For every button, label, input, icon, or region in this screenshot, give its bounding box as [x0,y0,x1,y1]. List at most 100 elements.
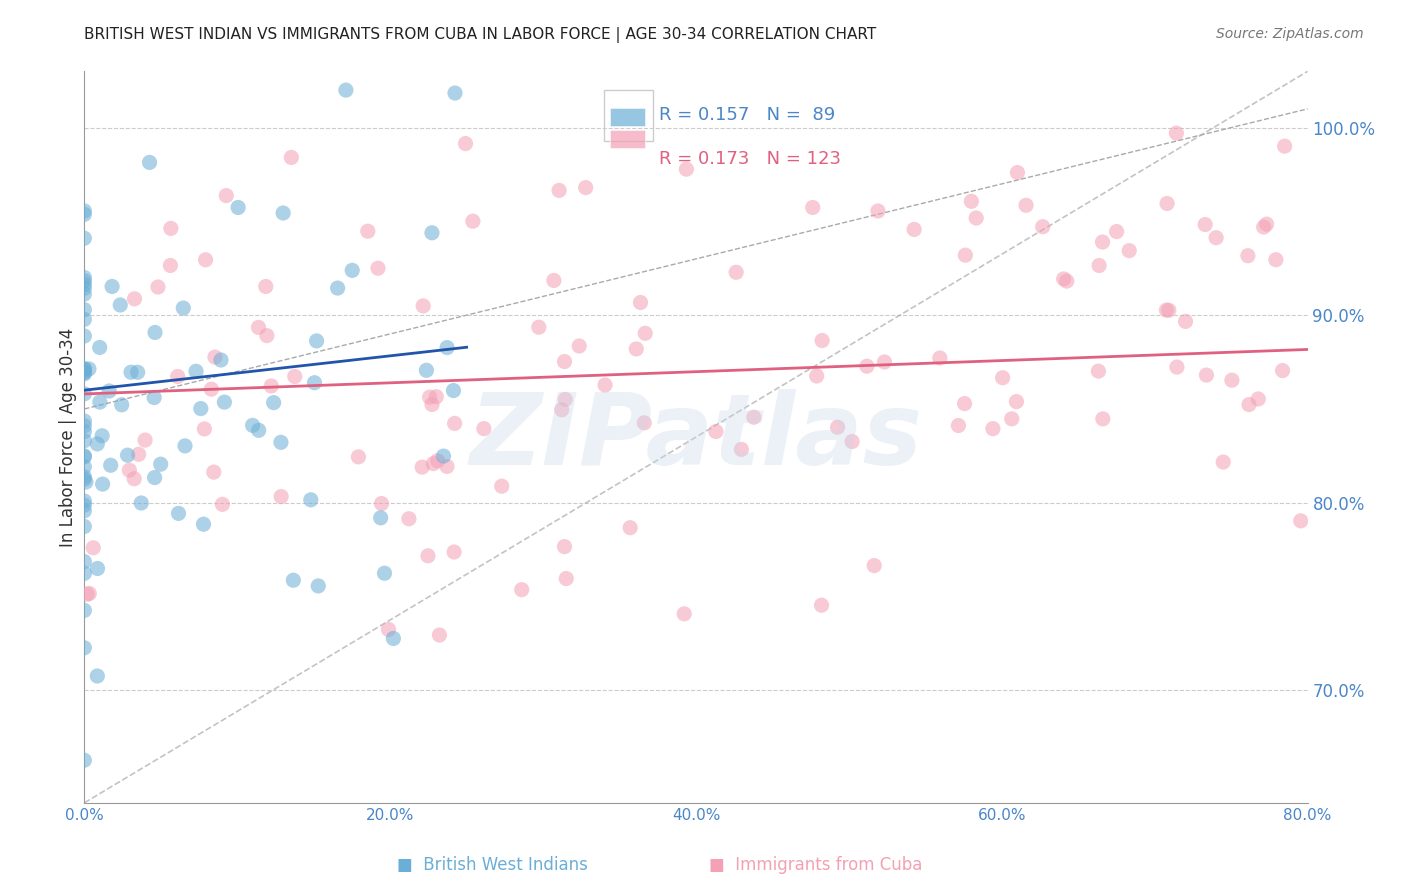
Immigrants from Cuba [928,351,950,365]
British West Indians [263,395,285,409]
British West Indians [73,366,96,380]
British West Indians [172,301,194,315]
British West Indians [382,632,405,646]
British West Indians [304,376,326,390]
Immigrants from Cuba [730,442,752,457]
Immigrants from Cuba [953,396,976,410]
Text: ZIPatlas: ZIPatlas [470,389,922,485]
Immigrants from Cuba [412,299,434,313]
British West Indians [100,458,122,473]
Immigrants from Cuba [211,497,233,511]
Immigrants from Cuba [1091,412,1114,426]
Immigrants from Cuba [527,320,550,334]
British West Indians [73,504,96,518]
Immigrants from Cuba [79,586,101,600]
Immigrants from Cuba [575,180,598,194]
British West Indians [271,206,294,220]
Immigrants from Cuba [630,295,652,310]
Immigrants from Cuba [903,222,925,236]
Immigrants from Cuba [1174,314,1197,328]
British West Indians [86,669,108,683]
Immigrants from Cuba [1205,230,1227,244]
Immigrants from Cuba [416,549,439,563]
British West Indians [73,498,96,512]
Immigrants from Cuba [955,248,977,262]
Immigrants from Cuba [856,359,879,374]
Immigrants from Cuba [284,369,307,384]
British West Indians [209,353,232,368]
Immigrants from Cuba [454,136,477,151]
Immigrants from Cuba [1053,272,1076,286]
FancyBboxPatch shape [610,108,644,127]
British West Indians [110,298,132,312]
Immigrants from Cuba [1166,360,1188,375]
British West Indians [89,395,111,409]
Immigrants from Cuba [426,454,449,468]
Immigrants from Cuba [948,418,970,433]
British West Indians [73,753,96,767]
British West Indians [436,341,458,355]
British West Indians [342,263,364,277]
FancyBboxPatch shape [610,130,644,148]
British West Indians [86,561,108,575]
Immigrants from Cuba [194,252,217,267]
British West Indians [73,519,96,533]
British West Indians [98,384,121,398]
Immigrants from Cuba [122,472,145,486]
Immigrants from Cuba [554,392,576,407]
Immigrants from Cuba [841,434,863,449]
British West Indians [75,475,97,489]
Immigrants from Cuba [491,479,513,493]
British West Indians [174,439,197,453]
Immigrants from Cuba [160,221,183,235]
Immigrants from Cuba [1091,235,1114,249]
British West Indians [120,365,142,379]
British West Indians [73,414,96,428]
Text: BRITISH WEST INDIAN VS IMMIGRANTS FROM CUBA IN LABOR FORCE | AGE 30-34 CORRELATI: BRITISH WEST INDIAN VS IMMIGRANTS FROM C… [84,27,876,43]
Immigrants from Cuba [118,463,141,477]
British West Indians [299,492,322,507]
Immigrants from Cuba [347,450,370,464]
British West Indians [73,472,96,486]
British West Indians [73,566,96,581]
Immigrants from Cuba [704,425,727,439]
Immigrants from Cuba [422,457,444,471]
Immigrants from Cuba [801,201,824,215]
Text: ■  Immigrants from Cuba: ■ Immigrants from Cuba [709,856,922,874]
Immigrants from Cuba [1195,368,1218,383]
British West Indians [73,364,96,378]
Immigrants from Cuba [146,280,169,294]
British West Indians [73,418,96,433]
Immigrants from Cuba [159,259,181,273]
Immigrants from Cuba [1156,196,1178,211]
Immigrants from Cuba [1005,394,1028,409]
Immigrants from Cuba [134,433,156,447]
Immigrants from Cuba [128,447,150,461]
Immigrants from Cuba [1253,220,1275,235]
Immigrants from Cuba [1032,219,1054,234]
Immigrants from Cuba [1271,363,1294,377]
Immigrants from Cuba [429,628,451,642]
Immigrants from Cuba [215,188,238,202]
British West Indians [193,517,215,532]
Immigrants from Cuba [357,224,380,238]
Immigrants from Cuba [377,623,399,637]
Immigrants from Cuba [626,342,648,356]
Immigrants from Cuba [543,273,565,287]
Immigrants from Cuba [742,410,765,425]
Immigrants from Cuba [554,354,576,368]
Immigrants from Cuba [420,397,443,411]
Immigrants from Cuba [1289,514,1312,528]
Immigrants from Cuba [863,558,886,573]
Immigrants from Cuba [1087,364,1109,378]
Immigrants from Cuba [411,460,433,475]
British West Indians [111,398,134,412]
Text: Source: ZipAtlas.com: Source: ZipAtlas.com [1216,27,1364,41]
British West Indians [307,579,329,593]
British West Indians [73,207,96,221]
British West Indians [73,425,96,439]
British West Indians [117,448,139,462]
Immigrants from Cuba [981,422,1004,436]
British West Indians [73,449,96,463]
Immigrants from Cuba [202,465,225,479]
